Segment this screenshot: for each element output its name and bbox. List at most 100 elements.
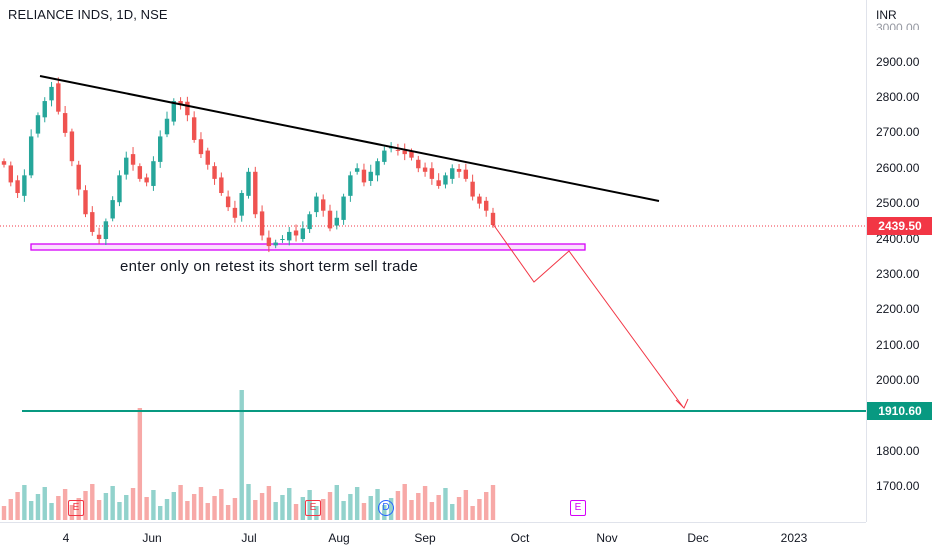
candle[interactable] [137, 166, 143, 179]
symbol-title[interactable]: RELIANCE INDS, 1D, NSE [8, 7, 168, 22]
candle[interactable] [402, 150, 407, 155]
volume-bar [164, 499, 170, 520]
candle[interactable] [15, 180, 20, 194]
candle[interactable] [334, 217, 339, 226]
volume-bar [90, 484, 95, 520]
candle[interactable] [124, 157, 129, 175]
trendline[interactable] [39, 75, 660, 202]
candle[interactable] [225, 196, 231, 208]
volume-bar [463, 490, 469, 520]
candle[interactable] [422, 167, 428, 172]
candle[interactable] [42, 101, 47, 118]
candle[interactable] [409, 151, 414, 158]
volume-bar [361, 503, 367, 520]
upcoming-earnings-icon[interactable]: E [570, 500, 586, 516]
candle[interactable] [436, 180, 441, 186]
candle[interactable] [456, 168, 462, 172]
candle[interactable] [443, 175, 448, 185]
volume-bar [171, 492, 176, 520]
candle[interactable] [130, 154, 136, 165]
candle[interactable] [83, 190, 88, 215]
candle[interactable] [416, 159, 421, 169]
price-axis[interactable]: INR 3000.00 2900.00 2800.00 2700.00 2600… [866, 0, 932, 522]
candle[interactable] [375, 161, 380, 176]
chart-annotation[interactable]: enter only on retest its short term sell… [120, 258, 419, 275]
candle[interactable] [293, 230, 299, 236]
candle[interactable] [144, 177, 149, 183]
earnings-event-icon[interactable]: E [305, 500, 321, 516]
candle[interactable] [28, 136, 34, 176]
candle[interactable] [96, 234, 102, 239]
candle[interactable] [69, 131, 75, 162]
candle[interactable] [484, 200, 489, 211]
candle[interactable] [239, 193, 244, 216]
support-zone[interactable] [30, 243, 586, 251]
projection-path[interactable] [492, 223, 684, 408]
candle[interactable] [382, 150, 387, 162]
candle[interactable] [246, 171, 251, 196]
price-tick: 2600.00 [876, 161, 920, 175]
candle[interactable] [266, 237, 272, 247]
candle[interactable] [253, 171, 258, 215]
candle[interactable] [300, 228, 306, 239]
candle[interactable] [56, 83, 61, 112]
candle[interactable] [35, 115, 41, 134]
candle[interactable] [76, 164, 81, 190]
volume-bar [300, 497, 306, 520]
dividend-event-icon[interactable]: D [378, 500, 394, 516]
candle[interactable] [212, 166, 217, 179]
volume-bar [402, 484, 407, 520]
candle[interactable] [429, 168, 435, 179]
candle[interactable] [280, 239, 285, 240]
volume-bar [259, 493, 265, 520]
time-axis[interactable]: 4 Jun Jul Aug Sep Oct Nov Dec 2023 [0, 522, 866, 550]
candle[interactable] [395, 149, 401, 151]
candle[interactable] [361, 169, 367, 183]
candle[interactable] [22, 175, 27, 196]
candle[interactable] [463, 169, 469, 179]
candle[interactable] [321, 199, 326, 211]
earnings-event-icon[interactable]: E [68, 500, 84, 516]
candle[interactable] [341, 196, 346, 220]
candle[interactable] [90, 212, 95, 232]
candle[interactable] [232, 207, 238, 218]
candle[interactable] [198, 139, 204, 155]
candle[interactable] [110, 200, 115, 219]
candle[interactable] [314, 196, 319, 213]
candle[interactable] [368, 171, 373, 181]
candle[interactable] [103, 221, 109, 239]
volume-bar [137, 408, 143, 520]
candle[interactable] [151, 161, 156, 186]
volume-bar [354, 487, 360, 520]
candle[interactable] [287, 231, 292, 241]
candle[interactable] [477, 196, 482, 204]
candle[interactable] [1, 161, 7, 165]
candle[interactable] [158, 136, 163, 162]
candle[interactable] [470, 181, 475, 197]
chart-pane[interactable]: RELIANCE INDS, 1D, NSE enter only on ret… [0, 0, 866, 522]
volume-bar [56, 496, 61, 520]
candle[interactable] [164, 118, 170, 135]
candle[interactable] [49, 86, 54, 101]
candle[interactable] [354, 168, 360, 172]
candle[interactable] [327, 210, 333, 229]
candle[interactable] [490, 212, 496, 226]
candle[interactable] [171, 101, 176, 122]
candle[interactable] [8, 165, 13, 183]
time-tick: Nov [596, 531, 618, 545]
candle[interactable] [185, 101, 190, 116]
candle[interactable] [273, 242, 278, 246]
candle[interactable] [259, 211, 265, 236]
candle[interactable] [219, 177, 224, 194]
candle[interactable] [62, 113, 68, 133]
volume-bar [232, 498, 238, 520]
candle[interactable] [307, 214, 312, 230]
candle[interactable] [450, 168, 455, 179]
candle[interactable] [117, 175, 122, 203]
candle[interactable] [205, 150, 210, 165]
candle[interactable] [348, 175, 353, 196]
price-chart[interactable] [0, 0, 866, 522]
price-tick: 1800.00 [876, 444, 920, 458]
candle[interactable] [191, 117, 197, 140]
candle[interactable] [178, 101, 183, 105]
